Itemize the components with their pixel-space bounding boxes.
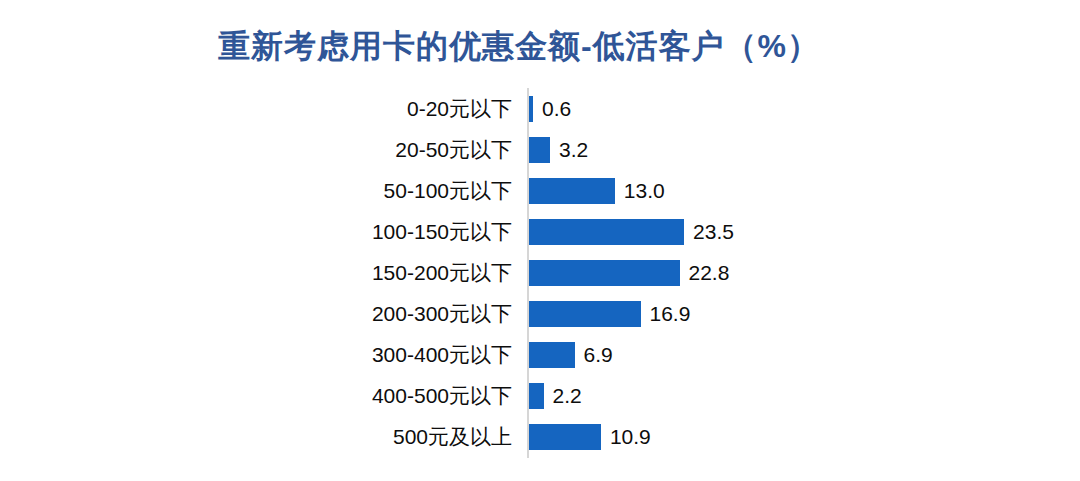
value-label: 2.2 xyxy=(553,384,582,408)
value-label: 0.6 xyxy=(542,97,571,121)
category-label: 200-300元以下 xyxy=(0,300,512,328)
bar-row: 400-500元以下 2.2 xyxy=(0,375,1080,416)
bar-track: 0.6 xyxy=(529,88,571,129)
category-label: 20-50元以下 xyxy=(0,136,512,164)
bar xyxy=(529,424,601,450)
bar-row: 100-150元以下 23.5 xyxy=(0,211,1080,252)
category-label: 50-100元以下 xyxy=(0,177,512,205)
bar-row: 50-100元以下 13.0 xyxy=(0,170,1080,211)
bar-row: 20-50元以下 3.2 xyxy=(0,129,1080,170)
bar xyxy=(529,301,641,327)
value-label: 3.2 xyxy=(559,138,588,162)
bar-track: 10.9 xyxy=(529,416,651,457)
bar-row: 300-400元以下 6.9 xyxy=(0,334,1080,375)
bar xyxy=(529,260,680,286)
value-label: 10.9 xyxy=(610,425,651,449)
category-label: 300-400元以下 xyxy=(0,341,512,369)
value-label: 13.0 xyxy=(624,179,665,203)
bar-track: 2.2 xyxy=(529,375,582,416)
category-label: 100-150元以下 xyxy=(0,218,512,246)
bar-track: 13.0 xyxy=(529,170,665,211)
chart-title: 重新考虑用卡的优惠金额-低活客户（%） xyxy=(0,26,1059,68)
category-label: 150-200元以下 xyxy=(0,259,512,287)
bar xyxy=(529,383,544,409)
bar-track: 6.9 xyxy=(529,334,613,375)
bar xyxy=(529,219,684,245)
value-label: 16.9 xyxy=(650,302,691,326)
bar-track: 3.2 xyxy=(529,129,588,170)
value-label: 22.8 xyxy=(689,261,730,285)
bar-row: 150-200元以下 22.8 xyxy=(0,252,1080,293)
category-label: 400-500元以下 xyxy=(0,382,512,410)
value-label: 23.5 xyxy=(693,220,734,244)
bar xyxy=(529,96,533,122)
bar-row: 500元及以上 10.9 xyxy=(0,416,1080,457)
bar-chart: 重新考虑用卡的优惠金额-低活客户（%） 0-20元以下 0.6 20-50元以下 3.… xyxy=(0,0,1080,481)
bar-track: 22.8 xyxy=(529,252,729,293)
bar xyxy=(529,137,550,163)
bar xyxy=(529,342,575,368)
bar-track: 16.9 xyxy=(529,293,690,334)
bar-track: 23.5 xyxy=(529,211,734,252)
plot-area: 0-20元以下 0.6 20-50元以下 3.2 50-100元以下 13.0 100-15… xyxy=(0,88,1080,457)
category-label: 500元及以上 xyxy=(0,423,512,451)
bar-row: 0-20元以下 0.6 xyxy=(0,88,1080,129)
bar xyxy=(529,178,615,204)
category-label: 0-20元以下 xyxy=(0,95,512,123)
value-label: 6.9 xyxy=(584,343,613,367)
bar-row: 200-300元以下 16.9 xyxy=(0,293,1080,334)
